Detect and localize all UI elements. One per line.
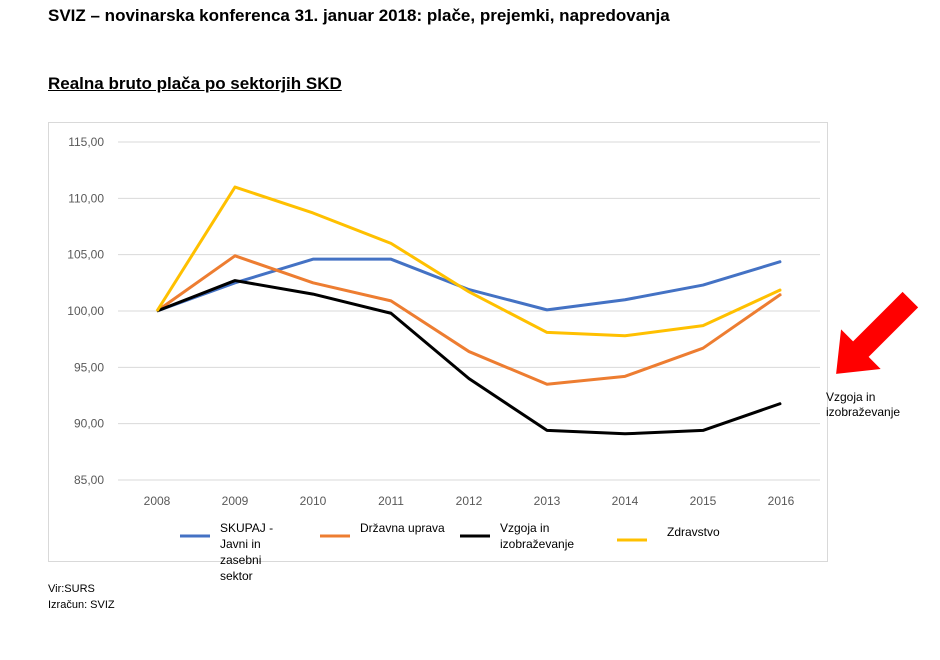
chart-frame: [48, 122, 828, 562]
annotation-line: izobraževanje: [826, 405, 901, 419]
legend-label: Državna uprava: [360, 521, 445, 535]
data-point: [546, 309, 548, 311]
x-tick-label: 2013: [534, 494, 561, 508]
data-point: [234, 186, 236, 188]
data-point: [546, 331, 548, 333]
data-point: [234, 280, 236, 282]
data-point: [546, 429, 548, 431]
series-line: [156, 279, 782, 436]
legend-label: Vzgoja in: [500, 521, 549, 535]
data-point: [234, 282, 236, 284]
page-title: SVIZ – novinarska konferenca 31. januar …: [48, 6, 670, 25]
data-point: [780, 402, 782, 404]
legend-label: izobraževanje: [500, 537, 574, 551]
data-point: [390, 300, 392, 302]
x-tick-label: 2008: [144, 494, 171, 508]
data-point: [312, 282, 314, 284]
y-tick-label: 85,00: [74, 473, 104, 487]
data-point: [234, 255, 236, 257]
data-point: [546, 383, 548, 385]
y-tick-label: 115,00: [68, 135, 104, 149]
x-tick-label: 2012: [456, 494, 483, 508]
x-tick-label: 2010: [300, 494, 327, 508]
data-point: [624, 375, 626, 377]
data-point: [390, 242, 392, 244]
data-point: [312, 258, 314, 260]
y-tick-label: 90,00: [74, 417, 104, 431]
annotation-line: Vzgoja in: [826, 390, 876, 404]
y-tick-label: 100,00: [67, 304, 104, 318]
data-point: [468, 291, 470, 293]
data-point: [624, 335, 626, 337]
data-point: [312, 212, 314, 214]
legend-label: Zdravstvo: [667, 525, 720, 539]
arrow-down-left-icon: [836, 291, 919, 374]
source-label: Vir:SURS: [48, 583, 95, 595]
series-line: [156, 254, 782, 386]
data-point: [702, 429, 704, 431]
data-point: [780, 289, 782, 291]
y-tick-label: 105,00: [67, 248, 104, 262]
data-point: [390, 312, 392, 314]
x-tick-label: 2016: [768, 494, 795, 508]
data-point: [780, 260, 782, 262]
series-line: [156, 257, 782, 313]
legend-label: SKUPAJ -: [220, 521, 273, 535]
data-point: [156, 310, 158, 312]
legend-label: Javni in: [220, 537, 261, 551]
annotation-label: Vzgoja in izobraževanje: [826, 390, 900, 420]
data-point: [468, 378, 470, 380]
calc-label: Izračun: SVIZ: [48, 599, 115, 611]
x-tick-label: 2015: [690, 494, 717, 508]
data-point: [624, 433, 626, 435]
y-tick-label: 110,00: [68, 191, 104, 205]
legend-label: sektor: [220, 569, 253, 583]
chart-subtitle: Realna bruto plača po sektorjih SKD: [48, 74, 342, 93]
data-point: [468, 351, 470, 353]
data-point: [702, 347, 704, 349]
x-tick-label: 2014: [612, 494, 639, 508]
x-tick-label: 2009: [222, 494, 249, 508]
data-point: [780, 293, 782, 295]
y-tick-label: 95,00: [74, 360, 104, 374]
data-point: [312, 293, 314, 295]
data-point: [468, 289, 470, 291]
x-tick-label: 2011: [378, 494, 404, 508]
data-point: [390, 258, 392, 260]
legend-label: zasebni: [220, 553, 261, 567]
data-point: [702, 284, 704, 286]
data-point: [624, 299, 626, 301]
data-point: [702, 325, 704, 327]
